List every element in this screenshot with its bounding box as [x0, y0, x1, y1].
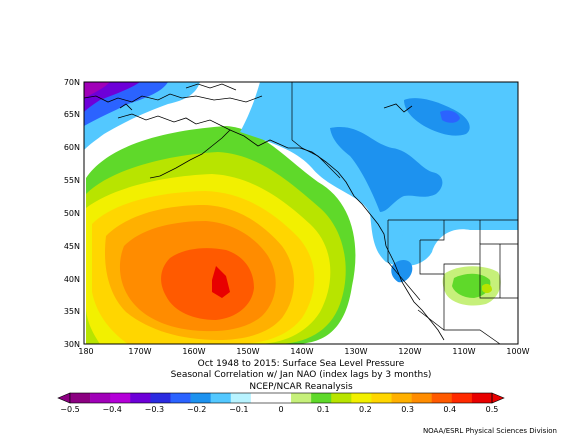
lon-label: 130W	[344, 347, 367, 356]
colorbar-tick-label: 0.2	[359, 405, 372, 414]
positive-patch-interior	[442, 266, 501, 306]
colorbar-swatch	[391, 393, 412, 403]
colorbar-swatch	[411, 393, 433, 403]
colorbar-tick-label: 0.4	[443, 405, 456, 414]
lat-label: 65N	[64, 110, 80, 119]
colorbar-tick-label: −0.2	[187, 405, 206, 414]
colorbar-tick-label: −0.1	[229, 405, 248, 414]
map-title: Oct 1948 to 2015: Surface Sea Level Pres…	[171, 359, 432, 392]
longitude-labels: 180 170W 160W 150W 140W 130W 120W 110W 1…	[78, 347, 529, 356]
colorbar-swatch	[150, 393, 171, 403]
colorbar-tick-label: 0.1	[317, 405, 330, 414]
lon-label: 120W	[398, 347, 421, 356]
colorbar-swatch	[130, 393, 151, 403]
title-line-2: Seasonal Correlation w/ Jan NAO (index l…	[171, 370, 432, 380]
colorbar-swatch	[270, 393, 292, 403]
lat-label: 70N	[64, 78, 80, 87]
lon-label: 160W	[182, 347, 205, 356]
lon-label: 100W	[506, 347, 529, 356]
colorbar-swatch	[110, 393, 131, 403]
colorbar: −0.5 −0.4 −0.3 −0.2 −0.1 0 0.1 0.2 0.3 0.4 0.5	[57, 392, 505, 414]
map-panel: 70N 65N 60N 55N 50N 45N 40N 35N 30N 180 …	[64, 78, 530, 356]
colorbar-arrow-left	[57, 392, 71, 404]
colorbar-swatch	[351, 393, 372, 403]
colorbar-tick-label: −0.4	[102, 405, 121, 414]
lat-label: 55N	[64, 176, 80, 185]
colorbar-arrow-right	[491, 392, 505, 404]
lat-label: 60N	[64, 143, 80, 152]
lon-label: 140W	[290, 347, 313, 356]
colorbar-tick-label: −0.5	[60, 405, 79, 414]
lat-label: 30N	[64, 340, 80, 349]
title-line-3: NCEP/NCAR Reanalysis	[249, 382, 353, 392]
lon-label: 110W	[452, 347, 475, 356]
colorbar-swatch	[250, 393, 272, 403]
colorbar-tick-label: 0	[278, 405, 283, 414]
colorbar-swatch	[331, 393, 352, 403]
colorbar-swatch	[210, 393, 232, 403]
latitude-labels: 70N 65N 60N 55N 50N 45N 40N 35N 30N	[64, 78, 80, 349]
colorbar-swatch	[230, 393, 252, 403]
colorbar-swatch	[431, 393, 453, 403]
colorbar-swatch	[70, 393, 91, 403]
colorbar-swatch	[471, 393, 493, 403]
title-line-1: Oct 1948 to 2015: Surface Sea Level Pres…	[198, 359, 405, 369]
colorbar-tick-label: −0.3	[145, 405, 164, 414]
colorbar-tick-label: 0.3	[401, 405, 414, 414]
colorbar-swatch	[451, 393, 473, 403]
political-borders	[291, 82, 518, 345]
lat-label: 45N	[64, 242, 80, 251]
lon-label: 180	[78, 347, 93, 356]
lon-label: 170W	[128, 347, 151, 356]
positive-correlation-region	[86, 126, 356, 344]
colorbar-tick-label: 0.5	[486, 405, 499, 414]
colorbar-swatch	[170, 393, 191, 403]
colorbar-swatch	[90, 393, 111, 403]
lat-label: 50N	[64, 209, 80, 218]
coastlines	[83, 83, 445, 341]
colorbar-swatch	[371, 393, 392, 403]
colorbar-swatch	[311, 393, 332, 403]
colorbar-swatch	[291, 393, 312, 403]
lat-label: 35N	[64, 307, 80, 316]
map-frame	[83, 81, 519, 345]
credit-text: NOAA/ESRL Physical Sciences Division	[423, 427, 557, 435]
lon-label: 150W	[236, 347, 259, 356]
colorbar-outline	[69, 392, 493, 404]
lat-label: 40N	[64, 275, 80, 284]
colorbar-swatch	[190, 393, 211, 403]
